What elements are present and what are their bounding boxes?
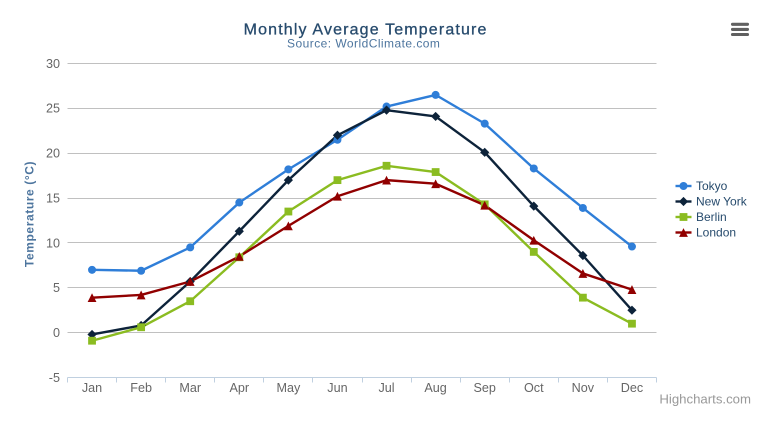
svg-text:Highcharts.com: Highcharts.com [659,392,751,407]
svg-text:30: 30 [46,57,60,71]
svg-text:Oct: Oct [524,381,544,395]
svg-text:Tokyo: Tokyo [696,179,728,193]
svg-text:Dec: Dec [621,381,643,395]
svg-text:Jul: Jul [378,381,394,395]
svg-text:Nov: Nov [572,381,595,395]
svg-text:London: London [696,226,736,240]
svg-text:Sep: Sep [473,381,495,395]
svg-text:0: 0 [53,326,60,340]
svg-text:Mar: Mar [179,381,201,395]
svg-text:20: 20 [46,147,60,161]
svg-text:Jan: Jan [82,381,102,395]
svg-text:Berlin: Berlin [696,210,727,224]
svg-text:Source: WorldClimate.com: Source: WorldClimate.com [287,37,440,51]
svg-text:5: 5 [53,281,60,295]
svg-text:Jun: Jun [327,381,347,395]
svg-text:Temperature (°C): Temperature (°C) [23,161,37,267]
svg-text:Monthly Average Temperature: Monthly Average Temperature [244,21,488,38]
svg-text:25: 25 [46,102,60,116]
svg-text:-5: -5 [49,371,60,385]
svg-text:10: 10 [46,236,60,250]
svg-text:May: May [276,381,300,395]
svg-text:Feb: Feb [130,381,152,395]
svg-text:Apr: Apr [229,381,249,395]
svg-text:Aug: Aug [424,381,446,395]
svg-text:15: 15 [46,191,60,205]
svg-text:New York: New York [696,195,748,209]
